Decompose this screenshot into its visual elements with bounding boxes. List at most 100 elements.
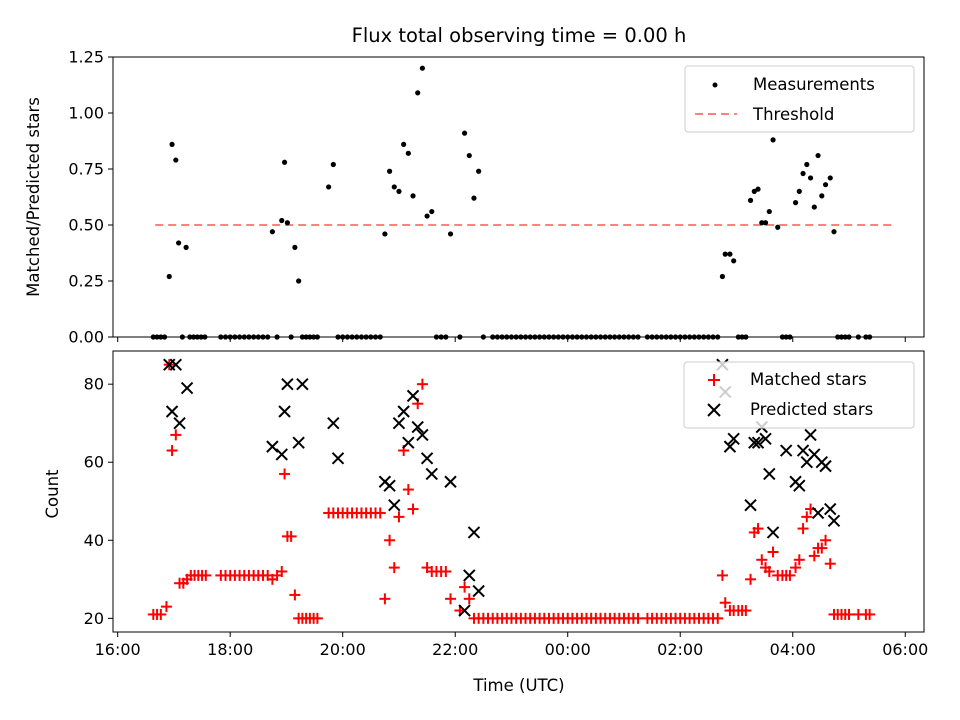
measurement-point [775,224,781,230]
measurement-point [169,141,175,147]
predicted-star-point [383,479,396,492]
predicted-x-b [281,377,294,391]
matched-star-point [407,503,419,515]
legend-threshold-label: Threshold [752,105,834,124]
measurement-point [494,334,501,340]
predicted-star-point [173,416,186,430]
predicted-star-point [819,459,832,473]
measurement-point [288,334,294,340]
measurement-point [527,334,533,340]
y-tick-label-top: 0.50 [68,216,104,235]
measurement-point [687,334,693,340]
predicted-star-point [759,432,772,446]
y-tick-label-bottom: 40 [84,531,104,550]
top-chart-title: Flux total observing time = 0.00 h [352,24,687,47]
predicted-star-point [292,436,305,449]
measurement-point [508,334,515,340]
measurement-point [612,334,618,340]
matched-star-point [160,601,172,613]
matched-star-point [752,523,764,535]
predicted-x-b [824,502,837,516]
measurement-point [838,334,845,340]
matched-star-point [379,593,391,605]
measurement-point [241,334,247,340]
predicted-star-point [275,448,288,461]
predicted-x-b [463,569,476,582]
measurement-point [202,334,208,340]
matched-star-point [740,605,752,617]
measurement-point [579,334,585,340]
x-tick-label: 06:00 [882,640,928,659]
matched-star-point [374,507,386,519]
measurement-point [583,334,590,340]
x-tick-label: 18:00 [207,640,253,659]
measurement-point [429,208,435,215]
measurement-point [811,204,817,210]
measurement-point [863,334,869,340]
matched-star-point [824,558,836,570]
measurement-point [747,197,754,203]
predicted-x-b [751,436,765,449]
legend-measurements-marker [712,82,718,88]
measurement-point [569,334,576,340]
measurement-point [279,217,285,224]
predicted-star-point [420,452,434,465]
predicted-x-b [327,416,340,430]
y-tick-label-top: 0.00 [68,328,104,347]
measurement-point [565,334,571,340]
predicted-x-b [392,416,406,430]
predicted-star-point [779,444,793,457]
matched-star-point [416,378,428,390]
predicted-star-point [827,514,841,527]
measurement-point [779,334,786,340]
measurement-point [368,334,374,340]
measurement-point [466,152,472,159]
predicted-x-b [275,448,288,461]
predicted-x-b [779,444,793,457]
measurement-point [410,193,416,199]
measurement-point [513,334,519,340]
x-tick-label: 16:00 [95,640,141,659]
predicted-star-point [397,405,410,418]
measurement-point [588,334,594,340]
measurement-point [311,334,317,340]
measurement-point [480,334,486,340]
measurement-point [743,334,749,340]
predicted-star-point [281,377,294,391]
predicted-x-b [406,389,420,403]
measurement-point [307,334,313,340]
measurement-point [792,200,799,206]
predicted-x-b [383,479,396,492]
y-tick-label-top: 1.00 [68,104,104,123]
plot-frame-bottom [112,350,925,633]
matched-star-point [745,573,757,585]
measurement-point [555,334,561,340]
measurement-point [807,175,814,181]
predicted-star-point [793,479,806,492]
measurement-point [819,193,825,199]
measurement-point [461,130,468,136]
measurement-point [476,168,482,174]
predicted-x-b [804,428,817,442]
measurement-point [560,334,566,340]
predicted-star-point [467,526,481,539]
measurement-point [166,273,172,280]
legend-predicted-marker [707,403,721,417]
matched-star-point [459,581,471,593]
predicted-star-point [266,440,279,453]
measurement-point [536,334,543,340]
predicted-star-point [763,467,776,481]
measurement-point [855,334,861,340]
measurement-point [842,334,848,340]
measurement-point [292,244,298,250]
measurement-point [766,208,772,215]
measurement-point [335,334,341,340]
predicted-x-b [467,526,481,539]
legend-matched-label: Matched stars [750,370,867,389]
measurement-point [382,231,388,237]
predicted-star-point [327,416,340,430]
predicted-star-point [811,506,825,520]
predicted-x-b [763,467,776,481]
measurement-point [154,334,160,340]
legend-measurements-label: Measurements [753,75,875,94]
